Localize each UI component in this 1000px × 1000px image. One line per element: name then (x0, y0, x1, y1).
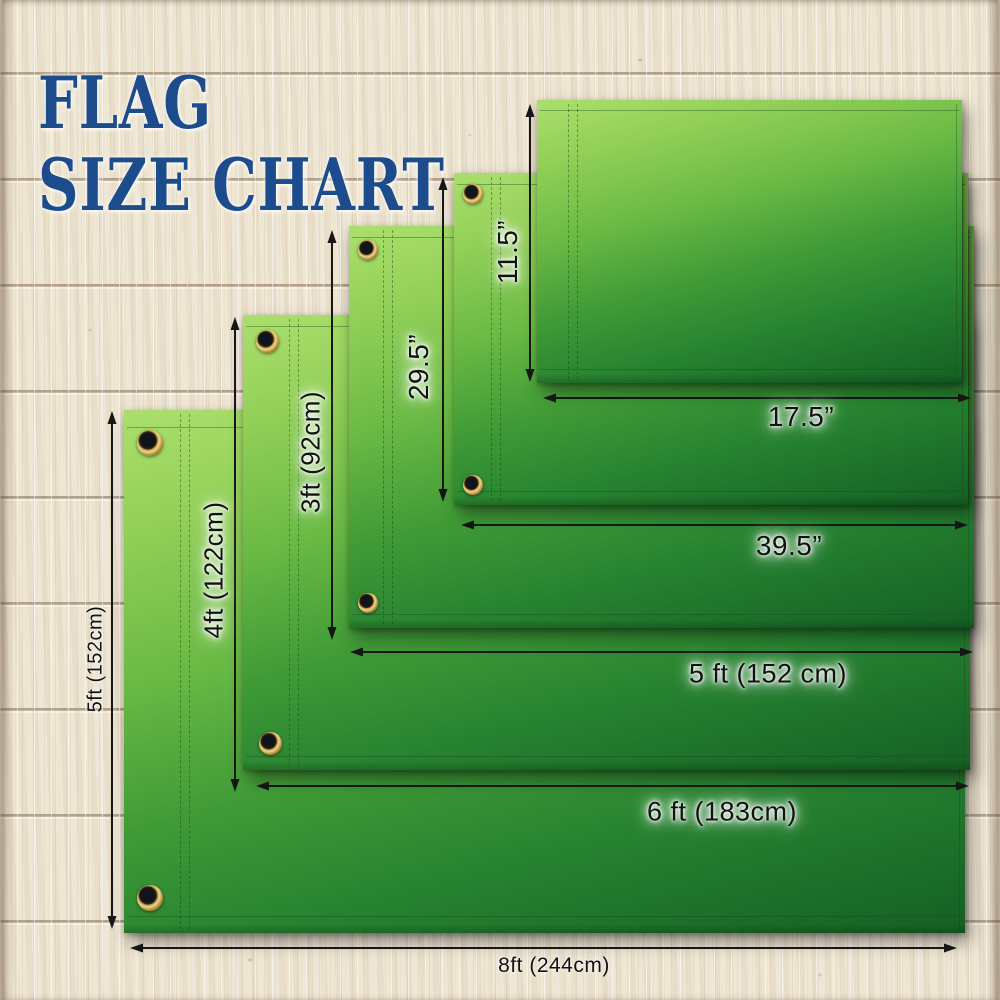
grommet-icon (259, 732, 282, 755)
height-label-29-5in: 29.5” (403, 333, 434, 401)
stitch-line (962, 177, 963, 501)
stitch-line (180, 414, 190, 929)
grommet-icon (137, 430, 163, 456)
stitch-line (289, 319, 299, 766)
stitch-line (956, 104, 957, 379)
page-title-line1: FLAG (38, 60, 213, 146)
grommet-icon (358, 593, 378, 613)
grommet-icon (463, 475, 483, 495)
grommet-icon (358, 240, 378, 260)
width-arrow-8ft (130, 943, 957, 953)
hem-line (540, 369, 959, 370)
flag-17-5in (537, 100, 962, 383)
hem-line (457, 491, 965, 492)
stitch-line (383, 230, 393, 624)
width-label-8ft: 8ft (244cm) (498, 954, 610, 977)
height-label-4ft: 4ft (122cm) (198, 501, 229, 639)
height-label-3ft: 3ft (92cm) (295, 390, 326, 514)
height-label-5ft: 5ft (152cm) (84, 605, 107, 713)
width-label-17-5in: 17.5” (767, 401, 835, 432)
page-title-line2: SIZE CHART (38, 142, 445, 228)
hem-line (540, 110, 959, 111)
grommet-icon (137, 885, 163, 911)
stitch-line (568, 104, 578, 379)
grommet-icon (463, 184, 483, 204)
grommet-icon (256, 330, 279, 353)
stitch-line (968, 230, 969, 624)
width-label-39-5in: 39.5” (755, 530, 823, 561)
height-arrow-5ft (107, 411, 117, 929)
hem-line (127, 916, 962, 917)
page-title: FLAG SIZE CHART (38, 62, 445, 226)
hem-line (246, 756, 967, 757)
width-label-6ft: 6 ft (183cm) (646, 796, 798, 827)
width-label-5ft: 5 ft (152 cm) (688, 658, 848, 689)
height-label-11-5in: 11.5” (492, 219, 523, 285)
stitch-line (491, 177, 501, 501)
hem-line (352, 614, 971, 615)
